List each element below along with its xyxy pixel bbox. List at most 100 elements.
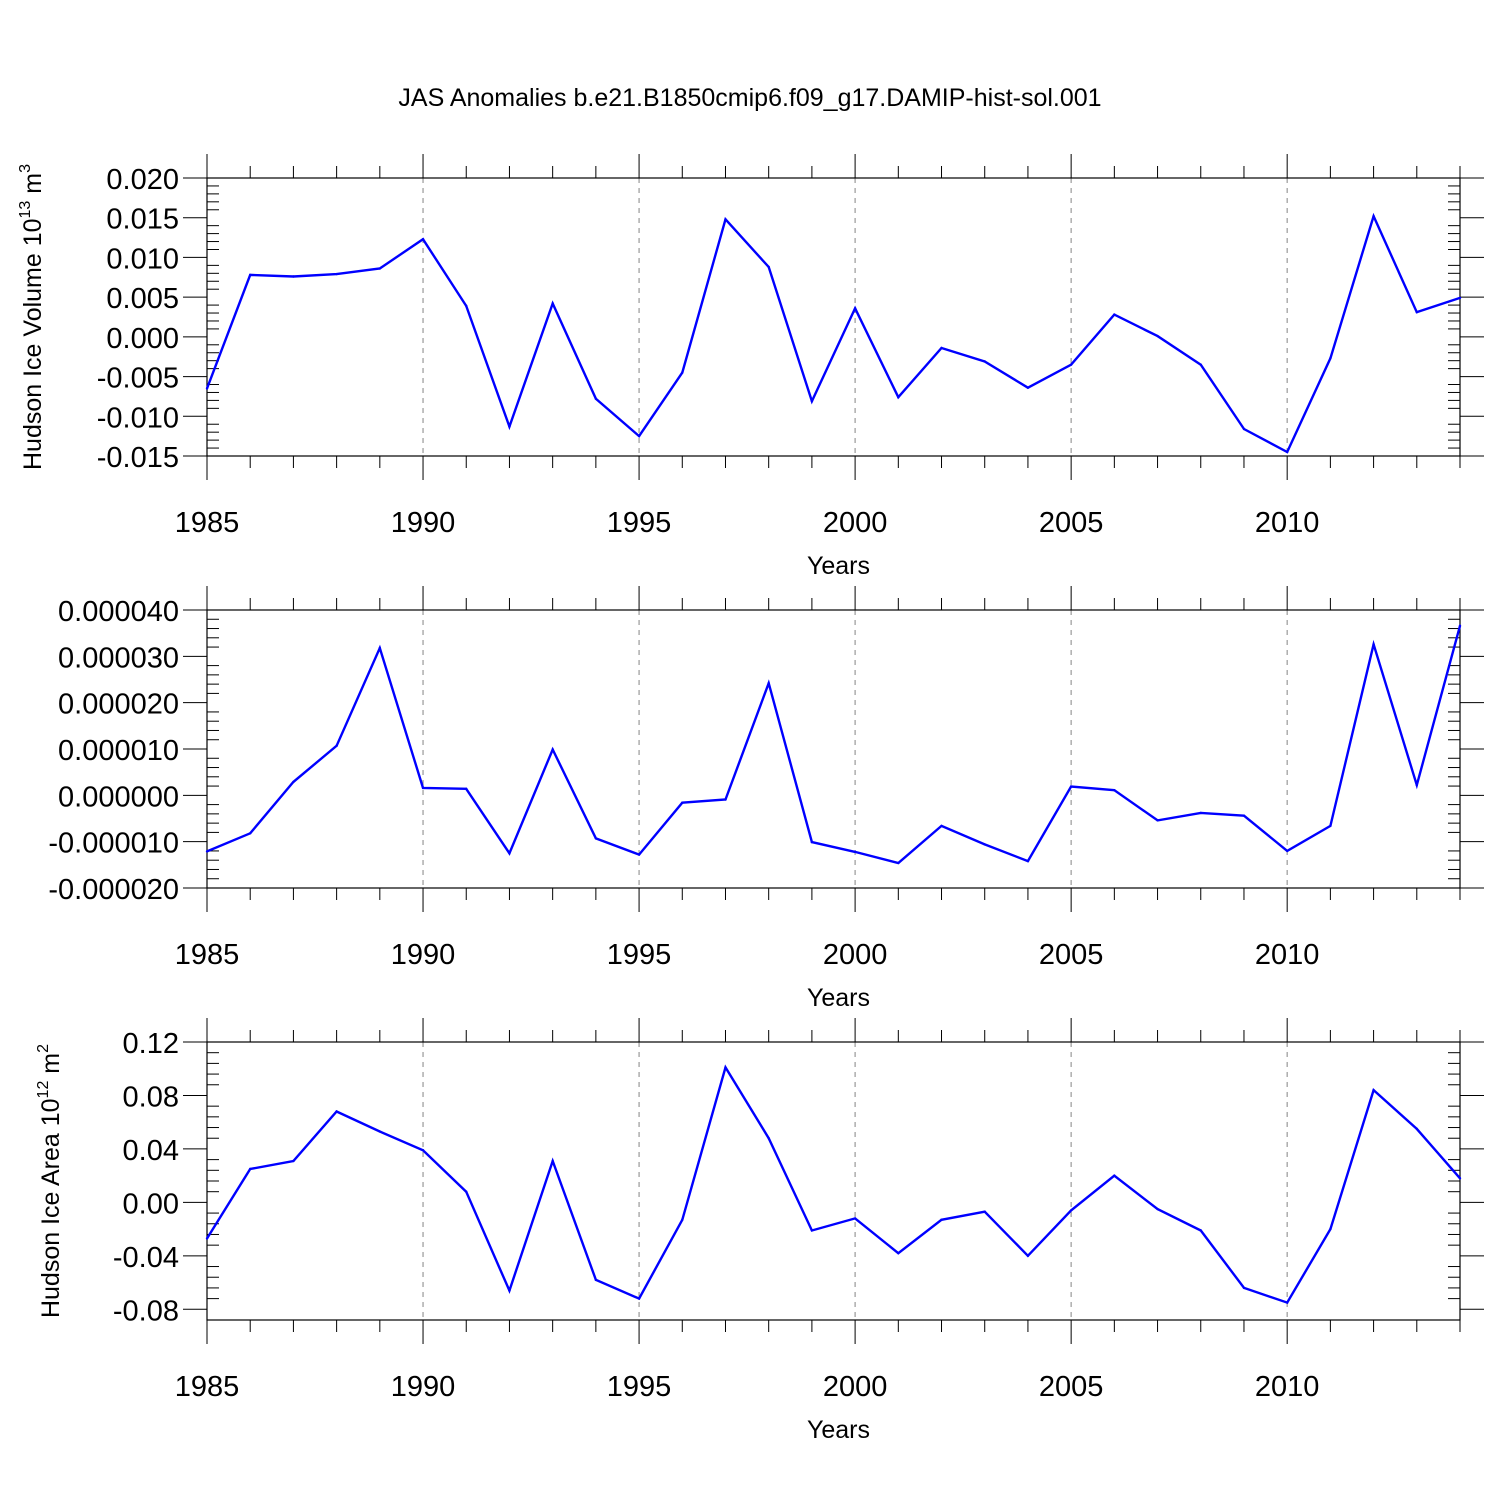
y-tick-label: 0.000020 [58, 689, 179, 721]
x-axis-label: Years [807, 984, 870, 1012]
data-point [594, 837, 598, 840]
y-tick-label: 0.000010 [58, 735, 179, 767]
data-point [1285, 1301, 1289, 1304]
x-tick-label: 1990 [391, 1371, 456, 1403]
data-point [378, 646, 382, 650]
data-point [767, 265, 770, 269]
data-point [940, 346, 943, 350]
y-tick-label: 0.08 [123, 1081, 179, 1113]
data-point [853, 1217, 857, 1220]
data-point [1026, 1254, 1030, 1258]
data-point [378, 267, 382, 270]
data-point [205, 850, 209, 853]
y-tick-label: -0.010 [97, 402, 179, 434]
data-point [810, 840, 814, 844]
data-point [983, 843, 986, 846]
y-tick-label: 0.04 [123, 1135, 179, 1167]
y-tick-label: -0.000020 [48, 874, 179, 906]
x-tick-label: 2005 [1039, 507, 1104, 539]
data-point [681, 1218, 684, 1221]
data-point [681, 371, 684, 374]
figure-title: JAS Anomalies b.e21.B1850cmip6.f09_g17.D… [398, 84, 1101, 112]
data-point [767, 1137, 770, 1140]
data-point [1069, 363, 1073, 366]
data-point [205, 1237, 209, 1240]
data-point [594, 1278, 598, 1282]
data-point [1372, 1088, 1375, 1092]
data-point [1199, 1229, 1202, 1232]
data-point [551, 748, 554, 751]
x-tick-label: 2010 [1255, 507, 1320, 539]
data-point [1069, 785, 1073, 788]
y-tick-label: 0.00 [123, 1188, 179, 1220]
data-point [1156, 334, 1159, 338]
data-point [724, 1066, 727, 1069]
x-tick-label: 2005 [1039, 939, 1104, 971]
y-tick-label: 0.000000 [58, 781, 179, 813]
data-point [421, 786, 425, 790]
x-tick-label: 1990 [391, 939, 456, 971]
panel-1: 1985 1990 1995 2000 2005 2010 Years -0.015 -0.01… [17, 154, 1484, 580]
y-tick-label: -0.08 [113, 1295, 179, 1327]
data-point [724, 798, 727, 801]
data-point [681, 801, 684, 804]
panel-2: 1985 1990 1995 2000 2005 2010 Years -0.000020 -0… [48, 586, 1484, 1012]
data-point [637, 1297, 641, 1300]
y-tick-label: 0.000030 [58, 642, 179, 674]
data-point [853, 850, 857, 854]
data-point [940, 824, 943, 828]
data-point [637, 434, 641, 438]
data-point [1372, 643, 1375, 646]
data-point [1026, 386, 1030, 389]
data-point [508, 1289, 511, 1292]
data-point [1199, 811, 1202, 815]
data-point [335, 744, 338, 747]
data-point [205, 387, 209, 390]
plot-frame [206, 177, 1461, 457]
data-point [1113, 313, 1116, 316]
data-point [983, 1210, 986, 1213]
x-tick-label: 2005 [1039, 1371, 1104, 1403]
y-tick-label: -0.000010 [48, 828, 179, 860]
y-tick-label: -0.015 [97, 442, 179, 474]
data-point [1242, 814, 1246, 817]
y-axis-label-exponent: 13 [17, 201, 34, 219]
data-point [421, 1149, 425, 1152]
data-point [594, 397, 598, 401]
data-point [1026, 859, 1030, 863]
data-point [1415, 1127, 1418, 1131]
data-point [1199, 363, 1202, 366]
x-tick-label: 1985 [175, 939, 240, 971]
panel-3: 1985 1990 1995 2000 2005 2010 Years -0.08 -0.04 0… [35, 1018, 1484, 1444]
x-tick-label: 2010 [1255, 939, 1320, 971]
y-axis-label-unit: m [19, 173, 47, 201]
data-point [1156, 1207, 1159, 1211]
data-point [508, 425, 511, 428]
data-point [1113, 789, 1116, 792]
y-tick-label: 0.12 [123, 1028, 179, 1060]
data-point [897, 1251, 900, 1255]
y-axis-label-unit-exponent: 3 [17, 164, 34, 173]
data-point [249, 832, 252, 835]
data-point [897, 861, 900, 865]
data-point [465, 304, 468, 308]
y-tick-label: -0.04 [113, 1242, 179, 1274]
x-tick-label: 2000 [823, 1371, 888, 1403]
data-point [897, 396, 900, 399]
data-point [551, 302, 554, 305]
data-point [810, 1229, 814, 1232]
y-axis-label-exponent: 12 [35, 1081, 52, 1099]
data-point [335, 1110, 338, 1113]
data-point [1415, 783, 1418, 787]
x-tick-label: 1995 [607, 939, 672, 971]
x-tick-label: 1995 [607, 1371, 672, 1403]
data-point [1458, 624, 1462, 627]
data-point [1329, 357, 1332, 360]
x-tick-label: 2010 [1255, 1371, 1320, 1403]
series-line [205, 212, 1461, 454]
series-line [205, 1064, 1461, 1305]
data-point [1329, 824, 1332, 828]
plot-frame [206, 1041, 1461, 1321]
data-point [551, 1159, 554, 1163]
